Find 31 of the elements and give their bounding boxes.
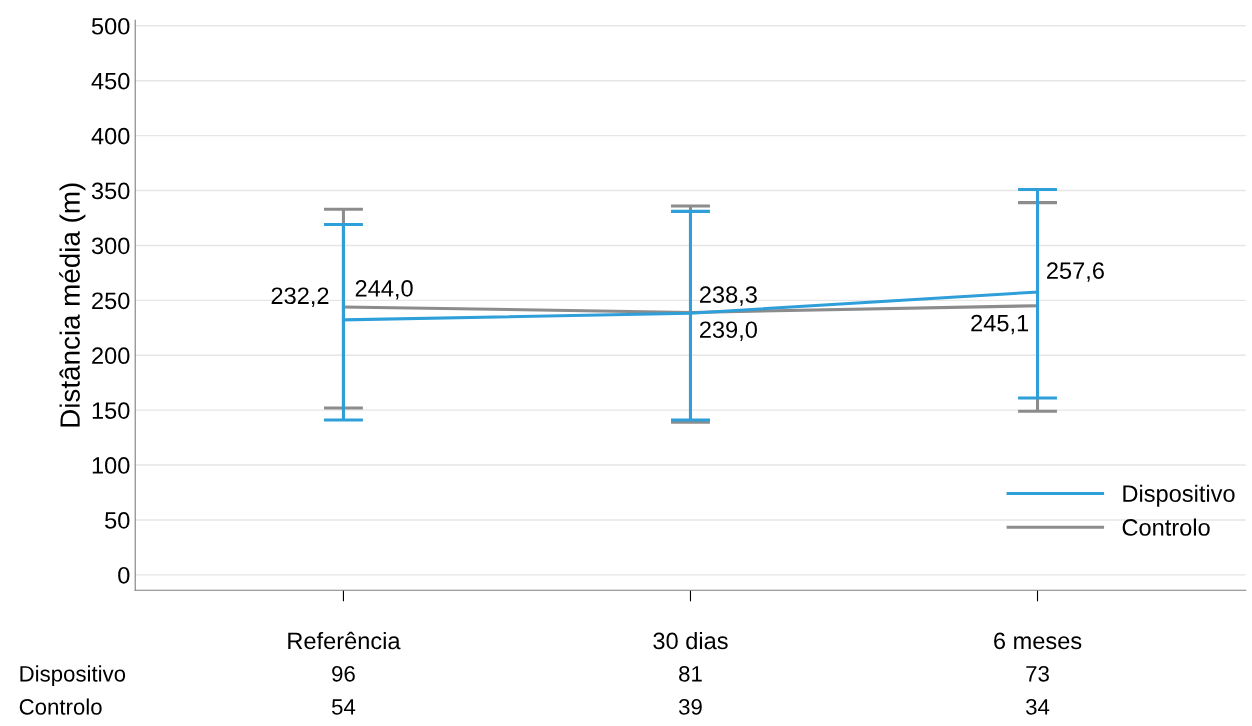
y-tick-label: 300	[91, 237, 130, 255]
text: 96	[332, 665, 355, 682]
legend-label: Dispositivo	[1123, 484, 1235, 507]
legend-label: Controlo	[1122, 518, 1210, 536]
text: Dispositivo	[20, 665, 126, 687]
text: 34	[1026, 699, 1050, 715]
y-tick-label: 500	[91, 17, 130, 35]
data-label: 238,3	[700, 286, 757, 306]
text: 39	[678, 699, 702, 715]
y-axis-title: Distância média (m)	[59, 183, 86, 427]
y-tick-label: 350	[91, 182, 130, 200]
data-label: 232,2	[271, 287, 329, 307]
text: 73	[1026, 665, 1049, 682]
text: 81	[679, 665, 702, 682]
y-tick-label: 400	[91, 127, 130, 145]
y-tick-label: 50	[105, 512, 130, 529]
text: 54	[331, 699, 356, 715]
data-label: 257,6	[1047, 262, 1104, 282]
y-tick-label: 450	[91, 72, 130, 90]
data-label: 244,0	[355, 279, 413, 300]
y-tick-label: 0	[118, 566, 130, 584]
data-label: 239,0	[700, 321, 757, 341]
data-label: 245,1	[971, 314, 1029, 335]
x-tick-label: 30 dias	[653, 631, 728, 650]
x-tick-label: Referência	[288, 631, 401, 650]
x-tick-label: 6 meses	[994, 632, 1082, 650]
y-tick-label: 200	[92, 347, 130, 365]
text: Controlo	[19, 698, 102, 715]
y-tick-label: 150	[92, 402, 130, 419]
y-tick-label: 250	[92, 292, 130, 310]
y-tick-label: 100	[92, 457, 130, 474]
